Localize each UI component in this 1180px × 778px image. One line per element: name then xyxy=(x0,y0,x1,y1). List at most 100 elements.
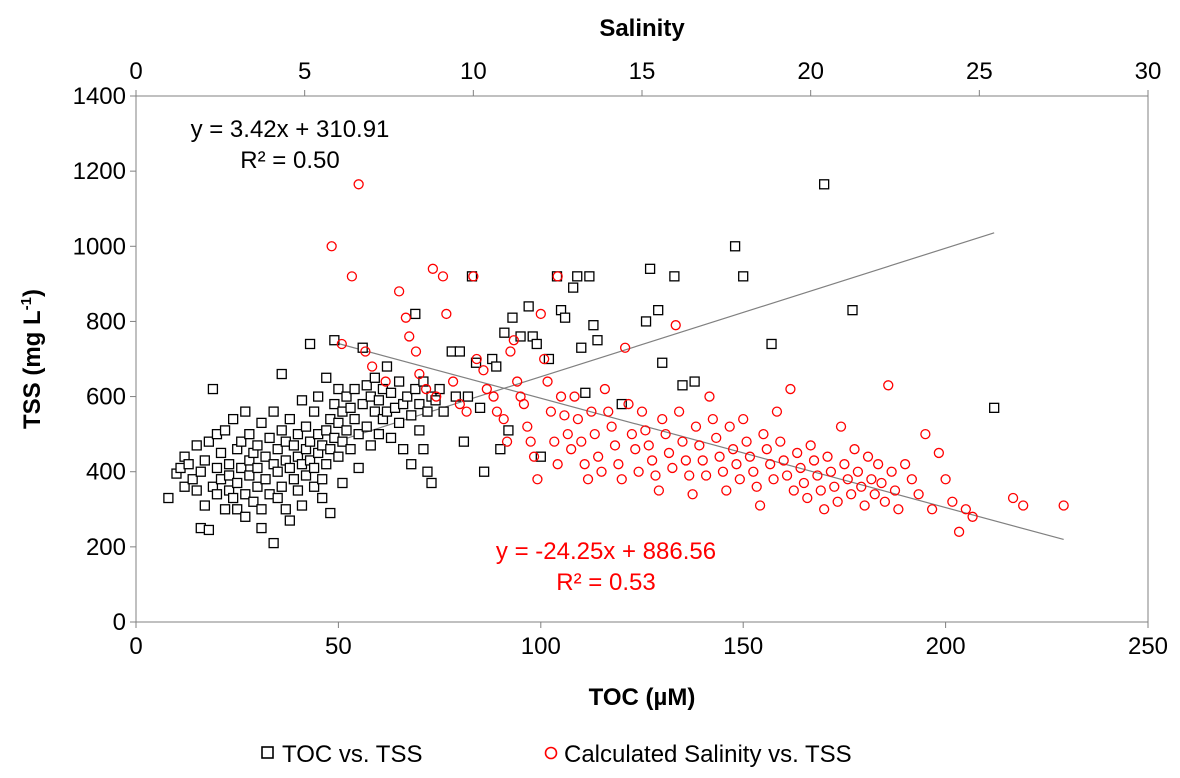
toc-point xyxy=(325,444,336,455)
salinity-point xyxy=(410,346,422,357)
toc-point xyxy=(361,421,372,432)
toc-point xyxy=(499,327,510,338)
salinity-point xyxy=(619,342,631,353)
toc-point xyxy=(341,425,352,436)
toc-point xyxy=(252,481,263,492)
salinity-point xyxy=(829,481,840,492)
toc-point xyxy=(248,496,259,507)
toc-point xyxy=(369,406,380,417)
toc-point xyxy=(491,361,502,372)
salinity-point xyxy=(545,406,557,417)
toc-point xyxy=(333,451,344,462)
salinity-point xyxy=(815,485,826,496)
salinity-point xyxy=(751,481,762,492)
salinity-point xyxy=(518,398,530,410)
toc-point xyxy=(333,383,344,395)
salinity-point xyxy=(802,492,813,504)
salinity-point xyxy=(788,485,799,496)
toc-point xyxy=(738,271,749,282)
toc-point xyxy=(211,489,223,500)
toc-point xyxy=(766,338,777,350)
salinity-point xyxy=(721,485,732,496)
legend: TOC vs. TSS Calculated Salinity vs. TSS xyxy=(261,741,852,768)
salinity-point xyxy=(667,462,678,474)
toc-point xyxy=(308,406,320,417)
toc-point xyxy=(256,417,267,429)
salinity-point xyxy=(478,365,489,376)
salinity-point xyxy=(883,380,894,391)
toc-point xyxy=(414,398,425,410)
toc-point xyxy=(592,335,603,346)
black-equation: y = 3.42x + 310.91 xyxy=(191,116,390,143)
salinity-point xyxy=(738,413,749,425)
toc-point xyxy=(535,451,546,462)
top-tick-label: 30 xyxy=(1135,58,1162,85)
series-salinity-vs-tss xyxy=(326,179,1069,537)
toc-point xyxy=(244,428,255,440)
toc-point xyxy=(284,462,295,474)
toc-point xyxy=(232,504,243,515)
series-toc-vs-tss xyxy=(163,179,1000,549)
salinity-point xyxy=(731,459,742,470)
toc-point xyxy=(284,515,295,526)
salinity-point xyxy=(653,485,665,496)
toc-point xyxy=(345,444,356,455)
toc-point xyxy=(640,316,652,327)
salinity-point xyxy=(441,308,452,320)
toc-point xyxy=(183,459,194,470)
salinity-point xyxy=(501,436,513,447)
toc-point xyxy=(357,398,368,410)
toc-point xyxy=(385,387,397,398)
left-tick-label: 600 xyxy=(86,384,126,411)
toc-point xyxy=(215,447,227,459)
salinity-point xyxy=(468,271,479,282)
toc-point xyxy=(559,312,571,323)
salinity-point xyxy=(606,421,617,432)
toc-point xyxy=(321,459,332,470)
toc-point xyxy=(272,444,283,455)
legend-label-salinity: Calculated Salinity vs. TSS xyxy=(564,741,852,768)
salinity-point xyxy=(889,485,901,496)
salinity-point xyxy=(754,500,766,511)
toc-point xyxy=(345,402,356,413)
bottom-axis-ticks: 0 50 100 150 200 250 xyxy=(129,622,1168,660)
salinity-point xyxy=(852,466,864,477)
salinity-point xyxy=(886,466,897,477)
legend-square-marker xyxy=(261,746,274,759)
toc-point xyxy=(325,507,336,519)
top-tick-label: 5 xyxy=(298,58,311,85)
left-tick-label: 0 xyxy=(113,609,126,636)
toc-point xyxy=(223,459,235,470)
salinity-point xyxy=(525,436,536,447)
legend-label-toc: TOC vs. TSS xyxy=(282,741,422,768)
salinity-point xyxy=(670,320,681,331)
bottom-tick-label: 150 xyxy=(723,633,763,660)
toc-point xyxy=(568,282,579,293)
toc-point xyxy=(300,421,312,432)
top-tick-label: 0 xyxy=(129,58,142,85)
salinity-point xyxy=(940,474,951,485)
left-tick-label: 200 xyxy=(86,534,126,561)
toc-point xyxy=(321,372,332,383)
salinity-point xyxy=(792,447,803,459)
toc-point xyxy=(268,406,279,417)
toc-point xyxy=(353,428,364,440)
salinity-point xyxy=(694,440,705,451)
toc-point xyxy=(381,361,393,372)
salinity-point xyxy=(326,241,337,252)
toc-point xyxy=(211,462,223,474)
salinity-point xyxy=(953,526,965,537)
salinity-point xyxy=(623,398,634,410)
salinity-point xyxy=(566,444,577,455)
toc-point xyxy=(337,436,348,447)
toc-point xyxy=(256,522,267,534)
salinity-point xyxy=(420,383,432,395)
salinity-point xyxy=(380,376,391,387)
toc-point xyxy=(495,444,506,455)
x-axis-top-title: Salinity xyxy=(599,15,685,42)
red-equation: y = -24.25x + 886.56 xyxy=(496,538,716,565)
toc-point xyxy=(179,481,190,492)
salinity-point xyxy=(542,376,553,387)
salinity-point xyxy=(849,444,860,455)
toc-point xyxy=(393,417,405,429)
